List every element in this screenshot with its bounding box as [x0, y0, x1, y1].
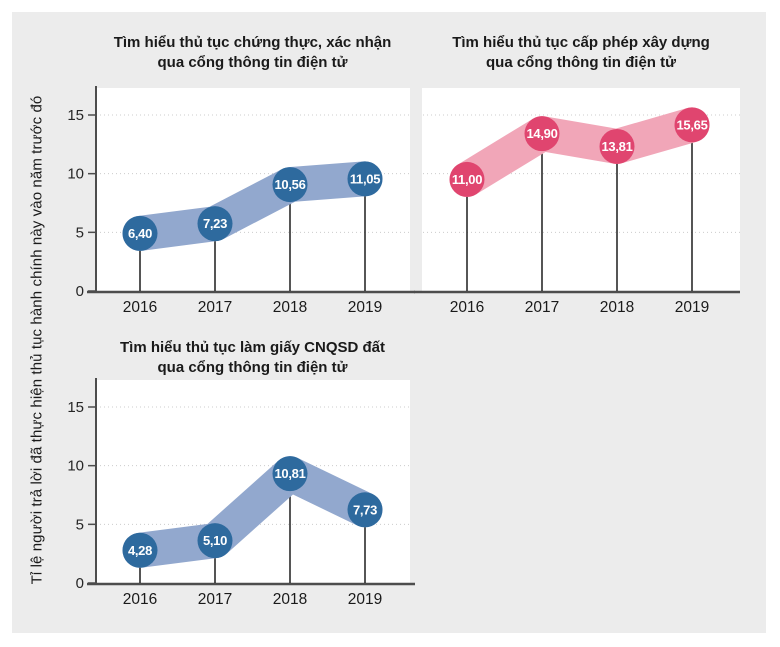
x-tick-label: 2018	[273, 299, 307, 316]
chart1-title-line2: qua cổng thông tin điện tử	[157, 54, 348, 71]
data-point-label: 10,56	[274, 177, 305, 192]
ribbon-band	[449, 107, 710, 197]
ribbon-band	[122, 161, 383, 251]
x-tick-label: 2016	[123, 299, 157, 316]
x-tick-label: 2019	[348, 299, 382, 316]
chart2-title-line1: Tìm hiểu thủ tục cấp phép xây dựng	[452, 34, 710, 51]
chart3-title: Tìm hiểu thủ tục làm giấy CNQSD đất qua …	[95, 338, 410, 378]
x-tick-label: 2016	[123, 591, 157, 608]
data-point-label: 13,81	[601, 139, 632, 154]
chart-2-plot: 11,00 14,90 13,81 15,65 2016 2017 2018 2019	[414, 88, 740, 316]
x-tick-label: 2018	[600, 299, 634, 316]
data-point-label: 10,81	[274, 466, 305, 481]
data-point-label: 5,10	[203, 533, 227, 548]
x-tick-label: 2016	[450, 299, 484, 316]
y-tick-label: 10	[67, 458, 84, 475]
data-point-label: 6,40	[128, 226, 152, 241]
data-point	[347, 492, 383, 528]
chart2-title: Tìm hiểu thủ tục cấp phép xây dựng qua c…	[422, 33, 740, 73]
data-point	[449, 161, 485, 197]
data-point	[122, 532, 158, 568]
x-tick-label: 2017	[198, 299, 232, 316]
chart3-title-line2: qua cổng thông tin điện tử	[157, 359, 348, 376]
data-point	[272, 167, 308, 203]
chart1-title: Tìm hiểu thủ tục chứng thực, xác nhận qu…	[95, 33, 410, 73]
x-tick-label: 2019	[675, 299, 709, 316]
y-tick-label: 0	[76, 283, 84, 300]
data-point	[599, 128, 635, 164]
chart-1-plot: 0 5 10 15 6,40 7,23 10,56 11,05 2016 2017 2018 2019	[67, 86, 415, 316]
x-tick-label: 2018	[273, 591, 307, 608]
data-point-label: 15,65	[676, 117, 707, 132]
y-tick-label: 0	[76, 575, 84, 592]
ribbon-band	[122, 456, 383, 568]
chart1-title-line1: Tìm hiểu thủ tục chứng thực, xác nhận	[113, 34, 392, 51]
data-point-label: 7,23	[203, 216, 227, 231]
data-point-label: 14,90	[526, 126, 557, 141]
data-point-label: 4,28	[128, 543, 152, 558]
chart3-title-line1: Tìm hiểu thủ tục làm giấy CNQSD đất	[119, 339, 386, 356]
y-tick-label: 15	[67, 399, 84, 416]
y-tick-label: 5	[76, 516, 84, 533]
data-point-label: 11,00	[452, 172, 482, 187]
data-point	[197, 206, 233, 242]
data-point-label: 7,73	[353, 502, 377, 517]
y-tick-label: 10	[67, 166, 84, 183]
chart-3-plot: 0 5 10 15 4,28 5,10 10,81 7,73 2016 2017 2018 2019	[67, 378, 415, 608]
data-point	[197, 523, 233, 559]
data-point	[272, 456, 308, 492]
chart2-title-line2: qua cổng thông tin điện tử	[486, 54, 676, 71]
data-point	[122, 215, 158, 251]
data-point	[524, 116, 560, 152]
data-point	[347, 161, 383, 197]
data-point	[674, 107, 710, 143]
y-tick-label: 5	[76, 224, 84, 241]
data-point-label: 11,05	[350, 171, 380, 186]
x-tick-label: 2017	[525, 299, 559, 316]
x-tick-label: 2017	[198, 591, 232, 608]
x-tick-label: 2019	[348, 591, 382, 608]
y-tick-label: 15	[67, 107, 84, 124]
